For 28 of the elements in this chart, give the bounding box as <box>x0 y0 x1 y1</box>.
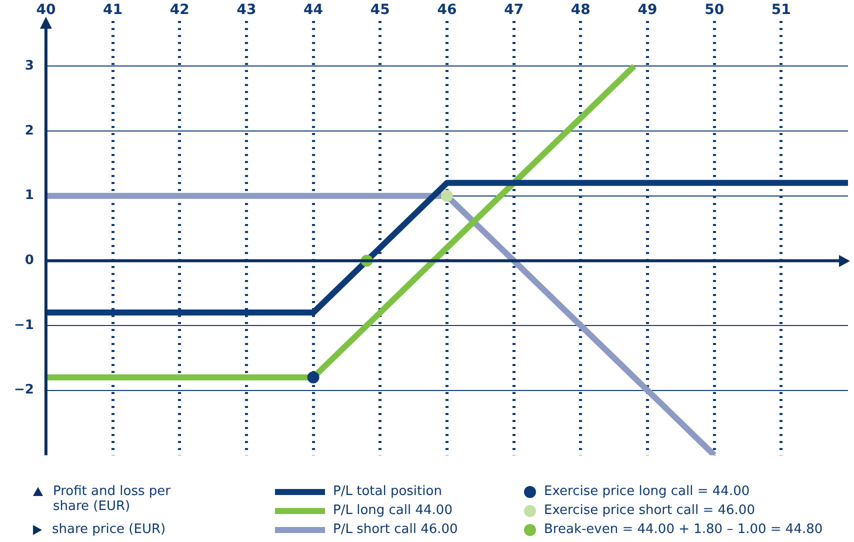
x-tick-label: 48 <box>570 2 590 18</box>
text: Profit and loss per share (EUR) <box>53 484 172 514</box>
legend-label: Exercise price short call = 46.00 <box>544 503 755 518</box>
legend-label: Break-even = 44.00 + 1.80 – 1.00 = 44.80 <box>544 522 823 537</box>
point <box>440 190 453 202</box>
text: share price (EUR) <box>52 522 166 537</box>
y-tick-label: −2 <box>14 382 34 398</box>
legend-label: P/L short call 46.00 <box>333 522 458 537</box>
legend-label: Exercise price long call = 44.00 <box>544 484 750 499</box>
x-tick-label: 43 <box>236 2 256 18</box>
y-tick-label: 2 <box>24 123 34 138</box>
point <box>307 371 320 384</box>
x-tick-label: 42 <box>170 2 190 18</box>
legend-label: P/L long call 44.00 <box>333 503 452 518</box>
x-tick-label: 45 <box>370 2 390 18</box>
x-tick-label: 46 <box>437 2 457 18</box>
y-tick-label: 0 <box>24 253 34 268</box>
x-tick-label: 41 <box>103 2 123 18</box>
x-tick-label: 44 <box>304 2 324 18</box>
y-tick-label: 1 <box>24 188 34 204</box>
x-tick-label: 51 <box>771 2 791 18</box>
y-tick-label: −1 <box>14 318 34 333</box>
x-tick-label: 47 <box>504 2 524 18</box>
x-tick-label: 40 <box>36 2 56 18</box>
x-tick-label: 50 <box>704 2 724 18</box>
x-tick-label: 49 <box>638 2 658 18</box>
legend-label: P/L total position <box>333 484 442 499</box>
y-tick-label: 3 <box>24 58 34 74</box>
